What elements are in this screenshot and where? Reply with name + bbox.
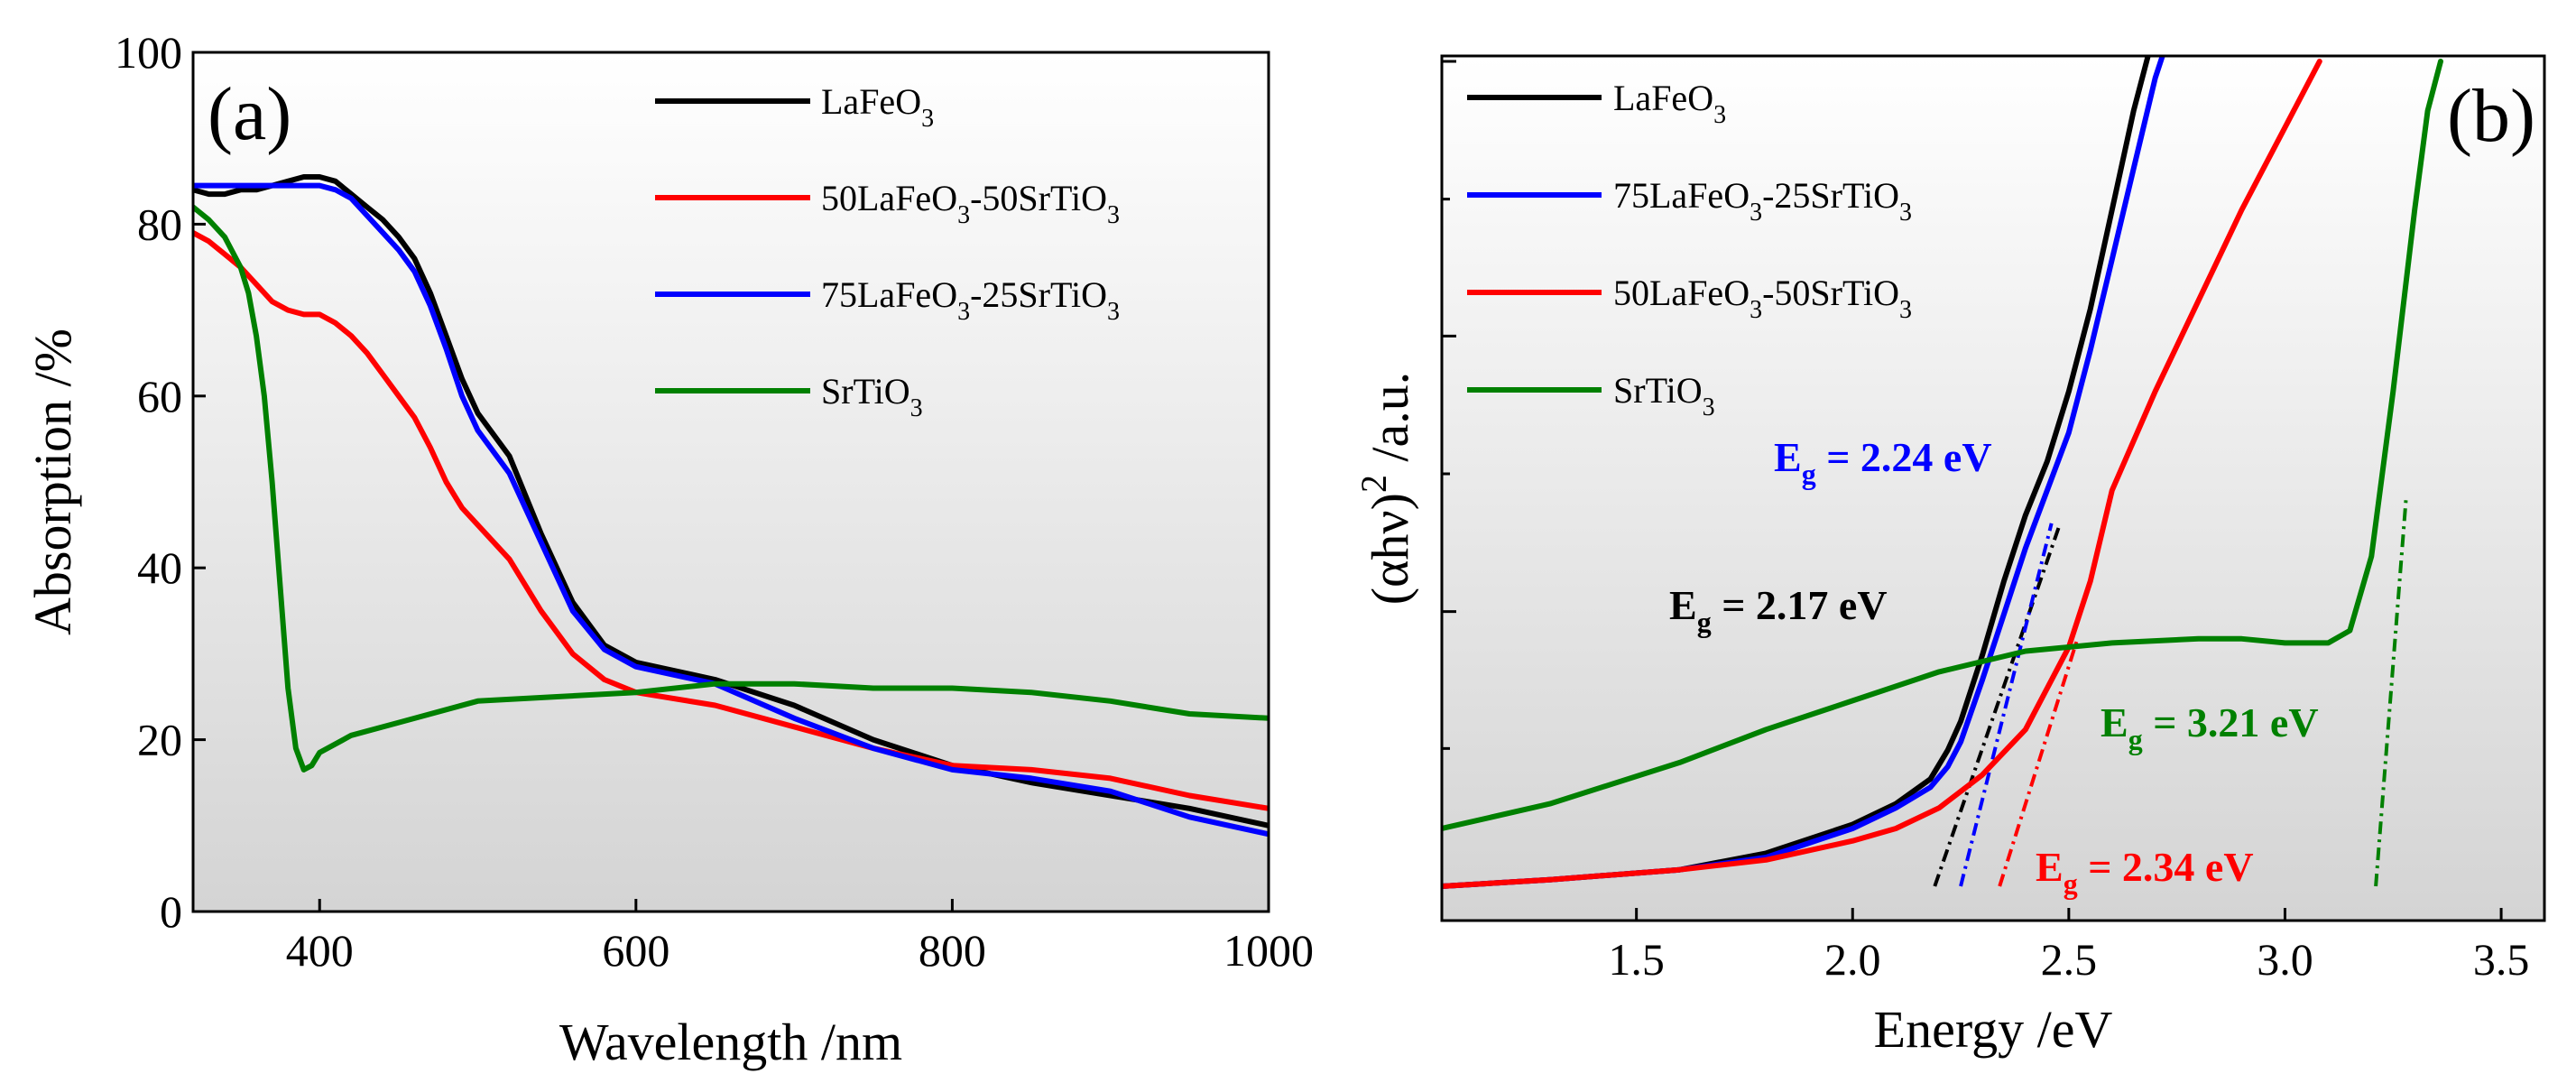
series-line-50lafeo3-50srtio3 — [1442, 59, 2322, 889]
x-tick-label: 1000 — [1223, 925, 1314, 976]
plot-frame-a — [191, 51, 1270, 913]
series-line-srtio3 — [1442, 59, 2443, 831]
x-tick-label: 3.5 — [2473, 934, 2530, 985]
y-tick-label: 80 — [137, 199, 182, 249]
tangent-line-75lafeo3-25srtio3-tangent — [1959, 523, 2054, 887]
y-tick-label: 100 — [115, 27, 182, 78]
bandgap-label-eg-75lafeo3: Eg = 2.24 eV — [1774, 434, 1992, 490]
legend-label: 50LaFeO3-50SrTiO3 — [821, 178, 1120, 229]
x-axis-label-a: Wavelength /nm — [559, 1013, 902, 1071]
bandgap-label-eg-lafeo3: Eg = 2.17 eV — [1669, 582, 1888, 638]
plot-area-b — [1442, 56, 2544, 921]
legend-label: SrTiO3 — [1613, 370, 1715, 421]
panel-label-b: (b) — [2447, 74, 2535, 158]
panel-label-a: (a) — [208, 72, 291, 156]
tangent-line-lafeo3-tangent — [1933, 523, 2063, 887]
legend-label: SrTiO3 — [821, 371, 923, 422]
series-line-lafeo3 — [1442, 56, 2151, 889]
x-tick-label: 600 — [602, 925, 669, 976]
x-tick-label: 3.0 — [2257, 934, 2313, 985]
tangent-line-50lafeo3-50srtio3-tangent — [1998, 638, 2080, 887]
y-tick-label: 0 — [160, 886, 182, 937]
y-tick-label: 40 — [137, 542, 182, 593]
y-axis-label-a: Absorption /% — [23, 329, 82, 635]
x-tick-label: 1.5 — [1608, 934, 1665, 985]
legend-label: 50LaFeO3-50SrTiO3 — [1613, 273, 1912, 324]
series-line-srtio3 — [193, 204, 1269, 773]
y-tick-label: 20 — [137, 715, 182, 765]
x-tick-label: 2.0 — [1824, 934, 1881, 985]
y-tick-label: 60 — [137, 371, 182, 421]
x-tick-label: 400 — [286, 925, 354, 976]
x-tick-label: 2.5 — [2041, 934, 2098, 985]
panel-b: 1.5 2.0 2.5 3.0 3.5 LaFeO3 75LaFeO3-25SrTiO3 50… — [1353, 54, 2546, 1059]
panel-a: 0 20 40 60 80 100 400 600 800 1000 LaFeO3 50LaFeO3-… — [23, 27, 1314, 1071]
plot-frame-b — [1440, 54, 2546, 922]
plot-area-a — [193, 52, 1269, 912]
x-tick-label: 800 — [919, 925, 986, 976]
tangent-line-srtio3-tangent — [2374, 498, 2408, 887]
legend-label: LaFeO3 — [1613, 78, 1726, 129]
series-line-75lafeo3-25srtio3 — [193, 182, 1269, 838]
legend-label: LaFeO3 — [821, 81, 934, 133]
x-axis-label-b: Energy /eV — [1874, 1000, 2113, 1059]
bandgap-label-eg-50lafeo3: Eg = 2.34 eV — [2036, 844, 2254, 900]
y-axis-label-b: (αhν)2 /a.u. — [1353, 372, 1419, 606]
legend-label: 75LaFeO3-25SrTiO3 — [1613, 175, 1912, 227]
legend-label: 75LaFeO3-25SrTiO3 — [821, 274, 1120, 326]
bandgap-label-eg-srtio3: Eg = 3.21 eV — [2101, 699, 2319, 755]
